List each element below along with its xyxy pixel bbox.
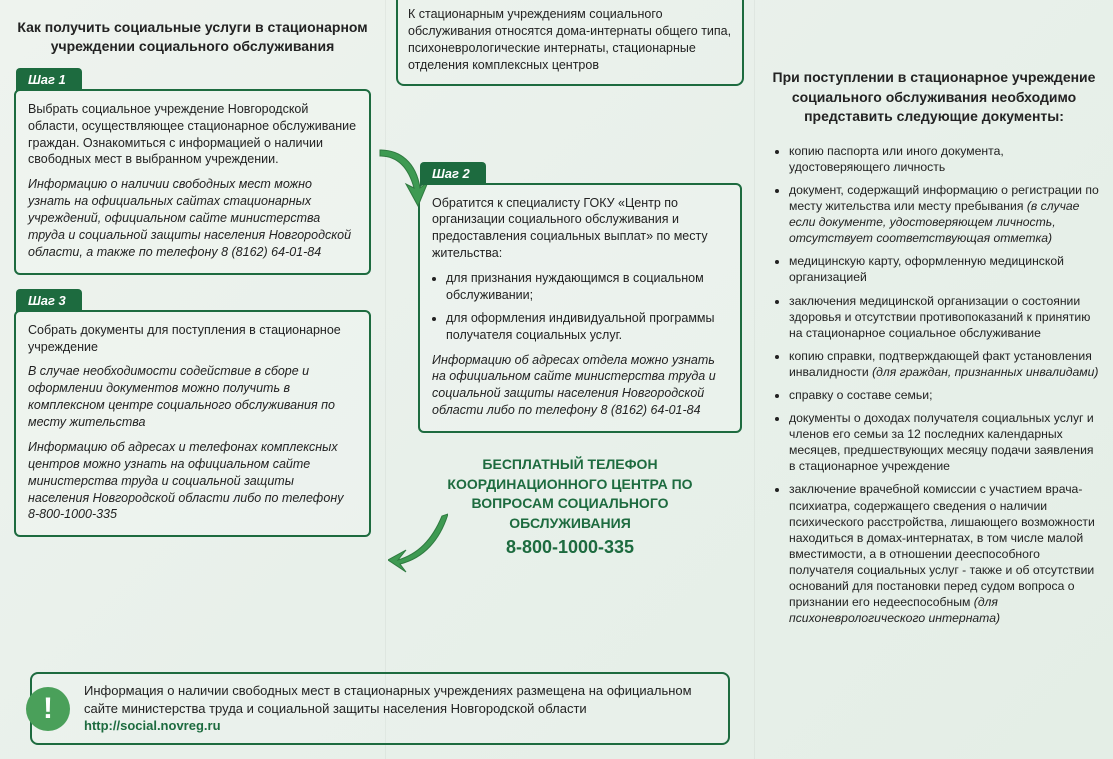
info-bar-text: Информация о наличии свободных мест в ст… <box>84 683 692 716</box>
step3-p3: Информацию об адресах и телефонах компле… <box>28 439 357 523</box>
documents-item-text: заключение врачебной комиссии с участием… <box>789 482 1095 609</box>
exclamation-icon: ! <box>26 687 70 731</box>
hotline-phone: 8-800-1000-335 <box>400 535 740 560</box>
step2-li2: для оформления индивидуальной программы … <box>446 310 728 344</box>
documents-item-text: копию паспорта или иного документа, удос… <box>789 144 1004 174</box>
hotline-l3: ВОПРОСАМ СОЦИАЛЬНОГО <box>400 494 740 514</box>
step3-p1: Собрать документы для поступления в стац… <box>28 322 357 356</box>
documents-list-item: заключение врачебной комиссии с участием… <box>789 481 1099 626</box>
hotline-l1: БЕСПЛАТНЫЙ ТЕЛЕФОН <box>400 455 740 475</box>
column-2: К стационарным учреждениям социального о… <box>385 0 755 759</box>
step-2-box: Обратится к специалисту ГОКУ «Центр по о… <box>418 183 742 434</box>
info-bar-link[interactable]: http://social.novreg.ru <box>84 718 221 733</box>
col1-title: Как получить социальные услуги в стацион… <box>14 18 371 56</box>
hotline-l4: ОБСЛУЖИВАНИЯ <box>400 514 740 534</box>
step2-li1: для признания нуждающимся в социальном о… <box>446 270 728 304</box>
info-bar: ! Информация о наличии свободных мест в … <box>30 672 730 745</box>
documents-list-item: медицинскую карту, оформленную медицинск… <box>789 253 1099 285</box>
hotline-block: БЕСПЛАТНЫЙ ТЕЛЕФОН КООРДИНАЦИОННОГО ЦЕНТ… <box>400 455 740 561</box>
step-1: Шаг 1 Выбрать социальное учреждение Новг… <box>14 68 371 275</box>
step2-p1: Обратится к специалисту ГОКУ «Центр по о… <box>432 195 728 263</box>
documents-list-item: копию справки, подтверждающей факт устан… <box>789 348 1099 380</box>
step-1-box: Выбрать социальное учреждение Новгородск… <box>14 89 371 275</box>
documents-list-item: документы о доходах получателя социальны… <box>789 410 1099 474</box>
stationary-definition-callout: К стационарным учреждениям социального о… <box>396 0 744 86</box>
documents-item-text: документы о доходах получателя социальны… <box>789 411 1094 473</box>
documents-item-text: заключения медицинской организации о сос… <box>789 294 1090 340</box>
column-3: При поступлении в стационарное учреждени… <box>755 0 1113 759</box>
step-3-label: Шаг 3 <box>16 289 82 312</box>
step2-list: для признания нуждающимся в социальном о… <box>446 270 728 344</box>
documents-list-item: заключения медицинской организации о сос… <box>789 293 1099 341</box>
documents-list-item: документ, содержащий информацию о регист… <box>789 182 1099 246</box>
step-3: Шаг 3 Собрать документы для поступления … <box>14 289 371 538</box>
brochure-page: Как получить социальные услуги в стацион… <box>0 0 1113 759</box>
step-2: Шаг 2 Обратится к специалисту ГОКУ «Цент… <box>418 162 742 434</box>
documents-item-text: медицинскую карту, оформленную медицинск… <box>789 254 1064 284</box>
column-1: Как получить социальные услуги в стацион… <box>0 0 385 759</box>
documents-item-text: справку о составе семьи; <box>789 388 932 402</box>
documents-item-paren: (для граждан, признанных инвалидами) <box>872 365 1098 379</box>
step-3-box: Собрать документы для поступления в стац… <box>14 310 371 538</box>
step2-p2: Информацию об адресах отдела можно узнат… <box>432 352 728 420</box>
step-1-label: Шаг 1 <box>16 68 82 91</box>
documents-list-item: копию паспорта или иного документа, удос… <box>789 143 1099 175</box>
step1-p2: Информацию о наличии свободных мест можн… <box>28 176 357 260</box>
documents-list-item: справку о составе семьи; <box>789 387 1099 403</box>
step1-p1: Выбрать социальное учреждение Новгородск… <box>28 101 357 169</box>
hotline-l2: КООРДИНАЦИОННОГО ЦЕНТРА ПО <box>400 475 740 495</box>
step3-p2: В случае необходимости содействие в сбор… <box>28 363 357 431</box>
step-2-label: Шаг 2 <box>420 162 486 185</box>
documents-list: копию паспорта или иного документа, удос… <box>769 143 1099 627</box>
documents-title: При поступлении в стационарное учреждени… <box>769 68 1099 127</box>
